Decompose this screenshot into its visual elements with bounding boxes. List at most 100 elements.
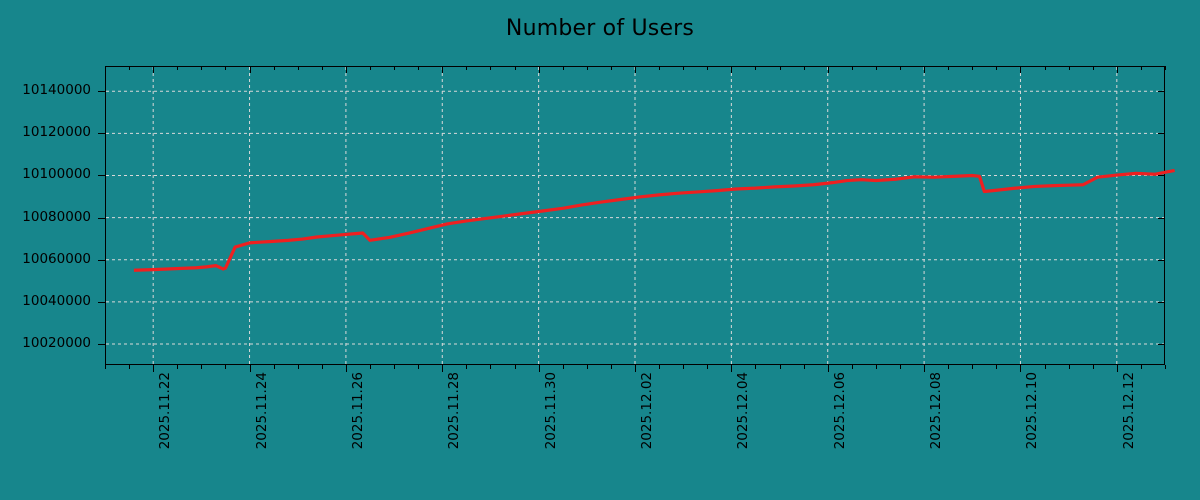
x-axis-minor-tick-mark — [900, 365, 901, 369]
x-axis-minor-tick-mark — [370, 365, 371, 369]
x-axis-minor-tick-mark — [803, 365, 805, 369]
x-axis-minor-tick-mark-top — [105, 66, 106, 70]
x-axis-tick-label: 2025.12.02 — [639, 372, 655, 450]
x-axis-minor-tick-mark — [875, 365, 877, 369]
x-axis-minor-tick-mark — [779, 365, 781, 369]
x-axis-tick-label: 2025.11.22 — [157, 372, 174, 450]
x-axis-tick-mark-top — [731, 66, 733, 73]
y-axis-tick-mark-right — [1158, 301, 1165, 303]
x-axis-tick-label: 2025.11.30 — [542, 372, 559, 450]
x-axis-minor-tick-mark — [129, 365, 131, 369]
x-axis-minor-tick-mark — [321, 365, 323, 369]
y-axis-tick-mark — [98, 91, 105, 93]
x-axis-minor-tick-mark-top — [1165, 66, 1166, 70]
x-axis-tick-label: 2025.12.08 — [928, 372, 945, 450]
x-axis-minor-tick-mark-top — [875, 66, 877, 70]
x-axis-minor-tick-mark — [490, 365, 492, 369]
x-axis-minor-tick-mark — [466, 365, 468, 369]
x-axis-minor-tick-mark-top — [370, 66, 371, 70]
x-axis-tick-mark-top — [924, 66, 926, 73]
x-axis-tick-label: 2025.12.06 — [831, 372, 848, 450]
x-axis-minor-tick-mark — [1165, 365, 1166, 369]
x-axis-tick-mark-top — [153, 66, 155, 73]
y-axis-tick-mark-right — [1158, 91, 1165, 93]
x-axis-tick-mark-top — [249, 66, 251, 73]
y-axis-tick-mark — [98, 175, 105, 177]
x-axis-minor-tick-mark — [707, 365, 709, 369]
x-axis-tick-mark — [153, 365, 155, 372]
x-axis-minor-tick-mark — [418, 365, 420, 369]
x-axis-minor-tick-mark-top — [129, 66, 131, 70]
x-axis-tick-mark — [827, 365, 829, 372]
x-axis-minor-tick-mark — [755, 365, 757, 369]
y-axis-tick-label: 10100000 — [22, 166, 91, 183]
x-axis-minor-tick-mark — [1140, 365, 1142, 369]
x-axis-minor-tick-mark — [201, 365, 203, 369]
x-axis-minor-tick-mark-top — [707, 66, 709, 70]
x-axis-minor-tick-mark-top — [321, 66, 323, 70]
x-axis-minor-tick-mark — [225, 365, 227, 369]
y-axis-tick-mark — [98, 301, 105, 303]
x-axis-minor-tick-mark-top — [177, 66, 179, 70]
x-axis-tick-mark-top — [442, 66, 444, 73]
x-axis-minor-tick-mark-top — [996, 66, 998, 70]
x-axis-minor-tick-mark — [394, 365, 396, 369]
x-axis-minor-tick-mark — [996, 365, 998, 369]
y-axis-tick-mark-right — [1158, 133, 1165, 135]
x-axis-minor-tick-mark — [297, 365, 299, 369]
x-axis-tick-mark — [442, 365, 444, 372]
y-axis-tick-label: 10120000 — [22, 124, 91, 141]
x-axis-minor-tick-mark-top — [466, 66, 468, 70]
x-axis-minor-tick-mark-top — [779, 66, 781, 70]
x-axis-minor-tick-mark — [562, 365, 564, 369]
x-axis-minor-tick-mark-top — [418, 66, 420, 70]
x-axis-minor-tick-mark-top — [225, 66, 227, 70]
x-axis-minor-tick-mark-top — [659, 66, 661, 70]
y-axis-tick-mark-right — [1158, 343, 1165, 345]
x-axis-tick-mark-top — [827, 66, 829, 73]
x-axis-minor-tick-mark-top — [851, 66, 853, 70]
y-axis-tick-label: 10080000 — [22, 208, 91, 225]
y-axis-tick-mark — [98, 217, 105, 219]
x-axis-minor-tick-mark — [972, 365, 974, 369]
x-axis-minor-tick-mark-top — [610, 66, 612, 70]
x-axis-minor-tick-mark-top — [1140, 66, 1142, 70]
x-axis-minor-tick-mark-top — [490, 66, 492, 70]
x-axis-minor-tick-mark-top — [900, 66, 901, 70]
x-axis-tick-mark — [635, 365, 636, 372]
x-axis-tick-label: 2025.12.10 — [1024, 372, 1041, 450]
x-axis-minor-tick-mark — [586, 365, 588, 369]
x-axis-tick-mark-top — [635, 66, 636, 73]
x-axis-minor-tick-mark-top — [586, 66, 588, 70]
x-axis-minor-tick-mark-top — [755, 66, 757, 70]
x-axis-minor-tick-mark-top — [394, 66, 396, 70]
x-axis-minor-tick-mark — [1068, 365, 1070, 369]
y-axis-tick-label: 10040000 — [22, 292, 91, 309]
x-axis-tick-label: 2025.11.28 — [446, 372, 463, 450]
x-axis-minor-tick-mark — [514, 365, 516, 369]
x-axis-minor-tick-mark-top — [1044, 66, 1046, 70]
x-axis-tick-label: 2025.11.26 — [349, 372, 366, 450]
x-axis-minor-tick-mark-top — [297, 66, 299, 70]
x-axis-minor-tick-mark-top — [514, 66, 516, 70]
x-axis-minor-tick-mark — [1044, 365, 1046, 369]
x-axis-tick-mark-top — [345, 66, 347, 73]
x-axis-minor-tick-mark-top — [948, 66, 950, 70]
x-axis-minor-tick-mark-top — [683, 66, 685, 70]
x-axis-tick-mark-top — [1116, 66, 1118, 73]
x-axis-minor-tick-mark — [659, 365, 661, 369]
x-axis-minor-tick-mark — [177, 365, 179, 369]
x-axis-tick-mark — [345, 365, 347, 372]
y-axis-tick-mark — [98, 133, 105, 135]
x-axis-tick-mark — [924, 365, 926, 372]
x-axis-tick-mark-top — [538, 66, 540, 73]
x-axis-minor-tick-mark-top — [201, 66, 203, 70]
x-axis-minor-tick-mark — [105, 365, 106, 369]
series-line-number-of-users — [133, 168, 1175, 272]
y-axis-tick-mark — [98, 343, 105, 345]
y-axis-tick-mark — [98, 259, 105, 261]
x-axis-tick-mark — [538, 365, 540, 372]
x-axis-tick-mark — [1116, 365, 1118, 372]
